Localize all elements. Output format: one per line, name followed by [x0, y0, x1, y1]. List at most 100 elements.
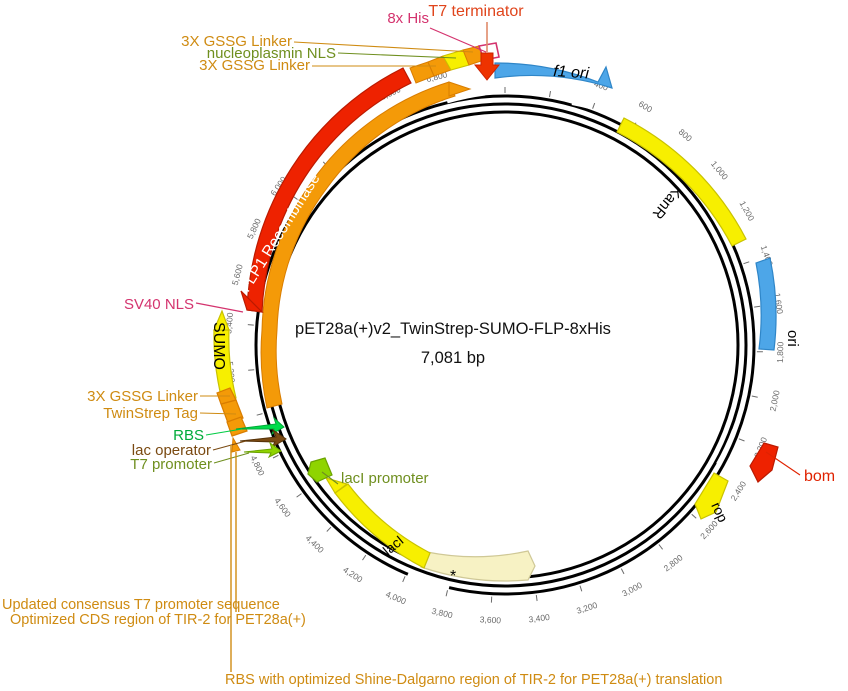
tick-mark	[592, 102, 596, 109]
note-rbs-shine-dalgarno: RBS with optimized Shine-Dalgarno region…	[225, 672, 722, 688]
backbone-gap-upper-right	[571, 101, 613, 116]
tick-mark	[743, 261, 750, 265]
tick-label: 2,400	[728, 479, 748, 503]
callout-gssg-linker-left: 3X GSSG Linker	[87, 388, 198, 405]
tick-mark	[579, 585, 583, 592]
tick-mark	[658, 544, 663, 550]
feature-f1-ori[interactable]	[494, 62, 613, 89]
tick-mark	[738, 438, 745, 442]
leader-rbs	[205, 428, 243, 436]
feature-arcs	[213, 42, 779, 582]
feature-t7-promoter[interactable]	[243, 441, 282, 459]
bottom-notes: Updated consensus T7 promoter sequence O…	[2, 597, 722, 688]
fusion-orf-arrowhead	[448, 81, 472, 97]
callout-bom: bom	[804, 468, 835, 485]
tick-label: 3,000	[620, 580, 644, 599]
feature-laci-promoter[interactable]	[307, 457, 333, 483]
tick-mark	[326, 526, 332, 532]
feature-ori[interactable]	[755, 257, 777, 351]
tick-label: 3,600	[480, 614, 502, 625]
tick-mark	[751, 395, 758, 398]
tick-label: 1,800	[775, 341, 786, 363]
tick-label: 4,400	[304, 533, 326, 555]
callout-t7-terminator: T7 terminator	[428, 3, 524, 20]
leader-bom	[765, 451, 801, 476]
feature-flp1-recombinase[interactable]	[246, 67, 412, 313]
label-kanr: KanR	[649, 182, 686, 222]
callout-sv40-nls: SV40 NLS	[124, 296, 194, 313]
callout-t7-promoter: T7 promoter	[130, 456, 212, 473]
tick-label: 4,000	[384, 589, 408, 607]
tick-label: 600	[637, 99, 655, 115]
feature-laci-mutant-region[interactable]	[420, 550, 536, 582]
feature-kanr[interactable]	[616, 117, 747, 247]
tick-label: 2,000	[768, 389, 782, 412]
label-f1-ori: f1 ori	[553, 63, 590, 82]
feature-t7-terminator[interactable]	[473, 52, 501, 81]
tick-label: 3,200	[575, 600, 599, 616]
note-optimized-cds: Optimized CDS region of TIR-2 for PET28a…	[10, 612, 306, 628]
tick-mark	[535, 594, 538, 602]
tick-label: 3,400	[528, 612, 551, 625]
callout-laci-promoter: lacI promoter	[341, 470, 429, 487]
backbone-gap-lower-left	[279, 482, 298, 511]
tick-label: 4,800	[248, 454, 266, 478]
tick-mark	[445, 590, 448, 597]
feature-bom[interactable]	[749, 442, 779, 483]
backbone-gap-bottom	[406, 571, 450, 591]
leader-lac-operator	[212, 440, 247, 451]
feature-laci[interactable]	[334, 483, 431, 569]
callout-lac-operator: lac operator	[132, 442, 211, 459]
callout-gssg-linker-top: 3X GSSG Linker	[181, 33, 292, 50]
tick-mark	[754, 305, 761, 308]
leader-gssg-top	[293, 41, 474, 53]
tick-mark	[691, 513, 697, 519]
callout-leader-lines	[195, 22, 801, 672]
label-ori: ori	[784, 330, 801, 347]
backbone-outer-ring	[254, 94, 756, 596]
callout-gssg-linker-top2: 3X GSSG Linker	[199, 57, 310, 74]
tick-mark	[247, 324, 254, 326]
label-sumo: SUMO	[210, 322, 227, 370]
callout-rbs: RBS	[173, 427, 204, 444]
backbone-gap-right	[716, 429, 736, 465]
tick-mark	[549, 91, 551, 98]
fusion-orf-arc[interactable]	[260, 81, 456, 409]
tick-label: 3,800	[431, 606, 454, 621]
leader-nucleoplasmin-nls	[337, 52, 457, 59]
callout-8x-his: 8x His	[387, 10, 429, 27]
leader-laci-promoter	[321, 471, 339, 485]
note-t7-promoter-sequence: Updated consensus T7 promoter sequence	[2, 597, 280, 613]
tick-label: 1,000	[709, 159, 730, 182]
leader-8x-his	[429, 27, 487, 53]
tick-mark	[402, 576, 406, 583]
tick-mark	[293, 196, 299, 201]
feature-gssg-linker-left[interactable]	[226, 416, 248, 437]
tick-mark	[296, 493, 302, 498]
plasmid-size: 7,081 bp	[421, 349, 485, 367]
feature-laci-arrowhead	[324, 477, 349, 494]
callout-nucleoplasmin-nls: nucleoplasmin NLS	[207, 45, 336, 62]
feature-rop[interactable]	[694, 472, 729, 520]
tick-mark	[620, 568, 625, 575]
feature-sumo-arrowhead	[213, 309, 230, 331]
leader-twinstrep	[199, 412, 237, 415]
plasmid-name: pET28a(+)v2_TwinStrep-SUMO-FLP-8xHis	[295, 320, 611, 338]
callout-twinstrep-tag: TwinStrep Tag	[103, 405, 198, 422]
backbone-gap-top	[446, 90, 486, 104]
tick-mark	[248, 369, 255, 371]
feature-lac-operator[interactable]	[239, 428, 287, 449]
tick-label: 4,200	[341, 564, 364, 584]
plasmid-center-title: pET28a(+)v2_TwinStrep-SUMO-FLP-8xHis 7,0…	[295, 320, 611, 367]
feature-flp1-arrowhead	[240, 290, 264, 313]
backbone-core-ring	[270, 110, 740, 580]
label-laci-star: *	[450, 568, 456, 585]
feature-rbs[interactable]	[235, 416, 285, 436]
tick-label: 1,200	[738, 199, 757, 223]
tick-label: 800	[677, 127, 694, 144]
tick-label: 5,400	[223, 312, 235, 334]
tick-mark	[362, 554, 367, 561]
leader-sv40-nls	[195, 302, 244, 313]
